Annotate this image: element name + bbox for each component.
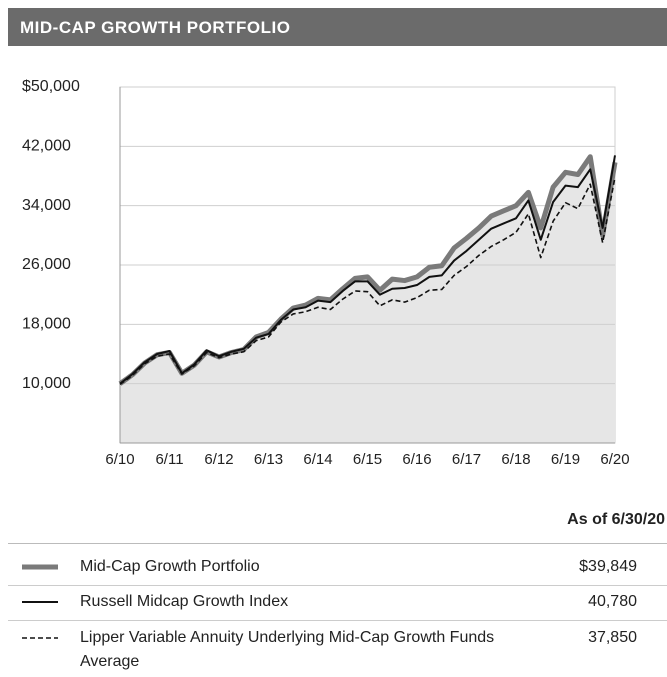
x-tick-label: 6/20 [600, 451, 629, 468]
series-line [119, 155, 616, 385]
y-tick-label: 26,000 [22, 256, 71, 273]
x-tick-label: 6/12 [204, 451, 233, 468]
y-tick-label: 42,000 [22, 138, 71, 155]
legend-title: As of 6/30/20 [567, 511, 665, 528]
x-tick-label: 6/18 [501, 451, 530, 468]
x-tick-label: 6/14 [303, 451, 332, 468]
chart-title: MID-CAP GROWTH PORTFOLIO [20, 18, 291, 37]
legend-rule [8, 543, 667, 544]
legend-name: Mid-Cap Growth Portfolio [80, 558, 260, 575]
legend-value: $39,849 [579, 558, 637, 575]
y-tick-label: 18,000 [22, 316, 71, 333]
x-tick-label: 6/19 [551, 451, 580, 468]
legend-swatch [22, 564, 58, 570]
chart: $50,000 42,000 34,000 26,000 18,000 10,000 6/1… [22, 78, 630, 468]
legend-value: 37,850 [588, 629, 637, 646]
legend-row-rule [8, 585, 667, 586]
area [120, 156, 615, 443]
legend-swatch [22, 637, 58, 639]
x-tick-label: 6/17 [452, 451, 481, 468]
x-tick-label: 6/10 [105, 451, 134, 468]
header-bar: MID-CAP GROWTH PORTFOLIO [8, 8, 667, 46]
legend-row-rule [8, 620, 667, 621]
x-tick-label: 6/16 [402, 451, 431, 468]
x-tick-label: 6/13 [254, 451, 283, 468]
x-tick-label: 6/11 [155, 451, 183, 468]
legend-name: Lipper Variable Annuity Underlying Mid-C… [80, 629, 495, 670]
y-tick-label: $50,000 [22, 78, 80, 95]
y-tick-label: 10,000 [22, 375, 71, 392]
y-tick-label: 34,000 [22, 197, 71, 214]
x-tick-label: 6/15 [353, 451, 382, 468]
legend-name: Russell Midcap Growth Index [80, 593, 289, 610]
series-line [119, 176, 616, 386]
legend-value: 40,780 [588, 593, 637, 610]
legend-swatch [22, 601, 58, 603]
